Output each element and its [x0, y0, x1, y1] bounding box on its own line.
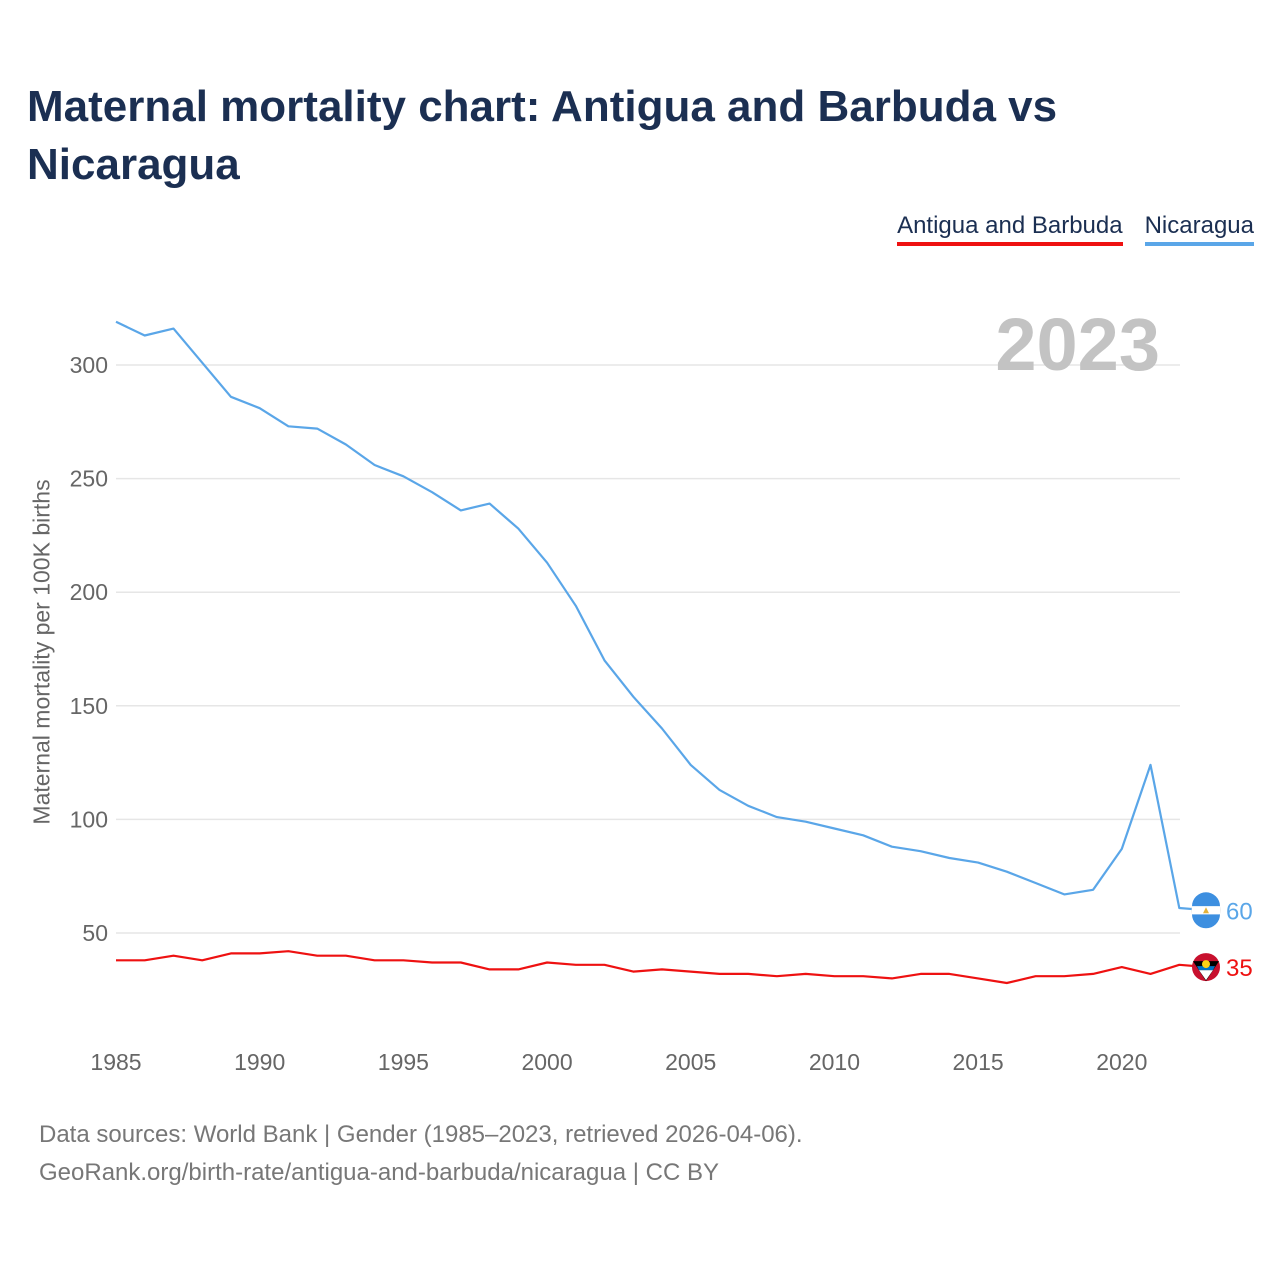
y-tick-label: 50: [82, 920, 108, 946]
footer: Data sources: World Bank | Gender (1985–…: [39, 1116, 803, 1192]
grid-lines: [116, 364, 1180, 934]
y-axis-ticks: 50 100 150 200 250 300: [70, 352, 108, 946]
flag-icon-nicaragua: [1191, 892, 1221, 929]
series-lines: [115, 320, 1209, 985]
series-line-antigua-and-barbuda: [116, 950, 1209, 985]
y-tick-label: 200: [70, 579, 108, 605]
x-tick-label: 2010: [809, 1049, 860, 1075]
y-tick-label: 100: [70, 806, 108, 832]
attribution-line[interactable]: GeoRank.org/birth-rate/antigua-and-barbu…: [39, 1159, 719, 1186]
y-tick-label: 250: [70, 466, 108, 492]
legend: Antigua and Barbuda Nicaragua: [897, 212, 1254, 246]
legend-item-antigua-and-barbuda[interactable]: Antigua and Barbuda: [897, 212, 1123, 246]
x-tick-label: 1990: [234, 1049, 285, 1075]
current-year-label: 2023: [995, 303, 1160, 386]
x-axis-ticks: 1985 1990 1995 2000 2005 2010 2015 2020: [90, 1049, 1147, 1075]
legend-item-nicaragua[interactable]: Nicaragua: [1144, 212, 1254, 246]
y-tick-label: 150: [70, 693, 108, 719]
end-value-label-antigua-and-barbuda: 35: [1226, 955, 1253, 982]
series-line-nicaragua: [115, 320, 1209, 912]
x-tick-label: 2005: [665, 1049, 716, 1075]
x-tick-label: 1985: [90, 1049, 141, 1075]
source-line: Data sources: World Bank | Gender (1985–…: [39, 1121, 803, 1148]
chart-title: Maternal mortality chart: Antigua and Ba…: [27, 82, 1058, 189]
y-tick-label: 300: [70, 352, 108, 378]
flag-icon-antigua-and-barbuda: [1192, 953, 1220, 982]
x-tick-label: 2020: [1096, 1049, 1147, 1075]
x-tick-label: 1995: [378, 1049, 429, 1075]
series-end-markers: 60 35: [1191, 892, 1253, 982]
end-value-label-nicaragua: 60: [1226, 898, 1253, 925]
x-tick-label: 2000: [521, 1049, 572, 1075]
x-tick-label: 2015: [953, 1049, 1004, 1075]
y-axis-label: Maternal mortality per 100K births: [28, 479, 55, 825]
